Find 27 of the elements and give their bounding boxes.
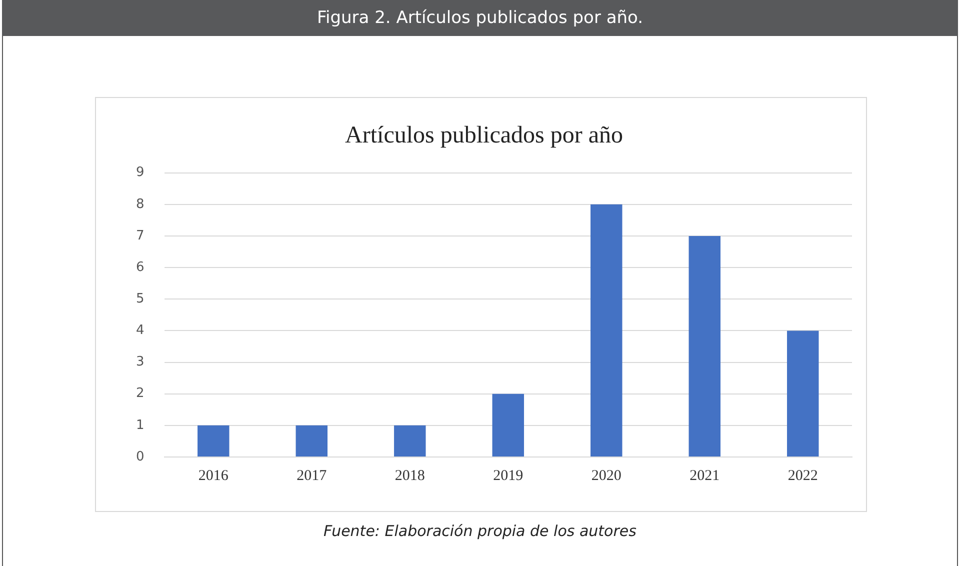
bar — [296, 425, 328, 456]
y-tick-label: 9 — [136, 165, 144, 180]
y-tick-label: 7 — [136, 228, 144, 244]
text: Figura 2. Artículos publicados por año. — [2, 0, 958, 36]
bar — [590, 204, 622, 456]
y-tick-label: 5 — [136, 291, 144, 306]
chart-title: Artículos publicados por año — [345, 122, 623, 149]
bar — [787, 330, 819, 456]
bar — [394, 425, 426, 456]
bar — [688, 236, 720, 456]
y-tick-label: 3 — [136, 354, 144, 370]
x-tick-label: 2018 — [394, 468, 425, 484]
bar — [492, 394, 524, 456]
x-tick-label: 2021 — [690, 468, 720, 484]
y-tick-label: 6 — [136, 260, 144, 275]
source-note: Fuente: Elaboración propia de los autores — [322, 522, 638, 540]
y-tick-label: 2 — [136, 386, 144, 402]
x-tick-label: 2020 — [591, 468, 622, 484]
y-tick-label: 4 — [136, 323, 144, 338]
x-tick-label: 2017 — [296, 468, 328, 484]
x-tick-label: 2016 — [198, 468, 229, 484]
bar — [198, 425, 230, 456]
x-tick-label: 2019 — [493, 468, 524, 484]
y-tick-label: 8 — [136, 196, 144, 212]
y-tick-label: 1 — [136, 418, 144, 433]
y-tick-label: 0 — [136, 449, 144, 464]
x-tick-label: 2022 — [788, 468, 818, 484]
